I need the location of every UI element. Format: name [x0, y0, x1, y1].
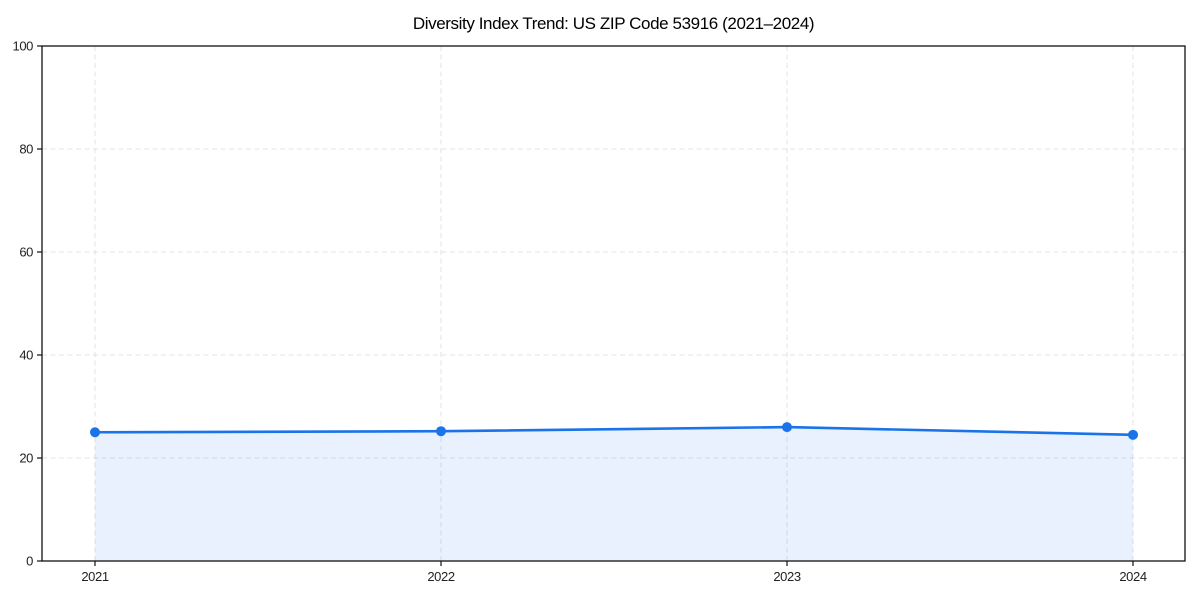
- data-point-2023: [782, 422, 792, 433]
- x-tick-label-2021: 2021: [81, 569, 108, 584]
- data-point-2022: [436, 426, 446, 437]
- y-tick-label-60: 60: [19, 245, 33, 260]
- data-point-2021: [90, 427, 100, 438]
- x-tick-label-2024: 2024: [1119, 569, 1146, 584]
- y-tick-label-20: 20: [19, 451, 33, 466]
- x-tick-label-2022: 2022: [427, 569, 454, 584]
- plot-frame: [41, 45, 1186, 562]
- chart-title: Diversity Index Trend: US ZIP Code 53916…: [412, 14, 815, 33]
- y-tick-label-0: 0: [26, 554, 33, 569]
- x-tick-label-2023: 2023: [773, 569, 800, 584]
- y-tick-label-100: 100: [13, 39, 34, 54]
- data-point-2024: [1128, 429, 1138, 440]
- y-tick-label-40: 40: [19, 348, 33, 363]
- series-line: [93, 425, 1135, 437]
- series-area-fill: [95, 427, 1133, 561]
- y-tick-label-80: 80: [19, 142, 33, 157]
